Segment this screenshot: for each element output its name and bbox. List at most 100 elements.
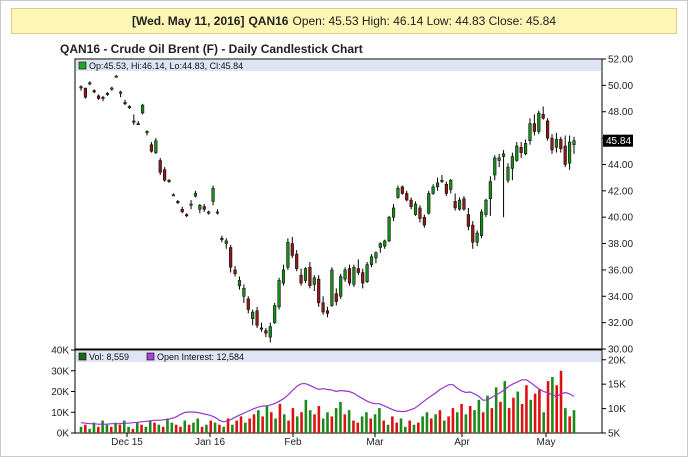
candle-body [290,243,294,256]
volume-bar [170,422,174,433]
candle-body [449,180,453,190]
candle-body [317,278,321,304]
candle-body [559,139,563,149]
candle-body [158,160,162,173]
volume-bar [321,418,325,433]
candle-body [211,187,215,202]
volume-axis-label: 10K [51,408,69,419]
volume-bar [451,408,455,433]
price-axis-label: 52.00 [608,55,633,66]
candle-body [568,141,572,164]
volume-bar [481,412,485,433]
candle-body [466,214,470,227]
volume-bar [438,410,442,433]
candle-body [127,106,131,109]
candle-body [396,187,400,198]
candle-body [207,211,211,214]
x-axis-label: Jan 16 [195,437,225,448]
candle-body [391,207,396,218]
volume-bar [378,408,381,433]
volume-bar [218,424,221,433]
volume-bar [291,408,295,433]
x-axis-label: Dec 15 [111,437,143,448]
candle-body [154,140,158,153]
volume-bar [248,418,251,433]
candle-body [431,186,435,194]
volume-bar [503,381,507,433]
volume-bar [442,420,446,433]
oi-axis-label: 15K [608,380,626,391]
volume-bar [109,426,113,433]
candle-body [387,216,391,242]
candle-body [519,147,523,153]
volume-bar [213,422,217,433]
candle-body [123,102,127,105]
candle-body [286,241,290,268]
volume-bar [118,424,122,433]
volume-bar [533,393,537,433]
candle-body [493,157,497,176]
volume-bar [326,412,329,433]
candle-body [193,193,198,197]
volume-bar [512,397,515,433]
volume-bar [135,422,139,433]
candle-body [572,140,576,145]
price-axis-label: 38.00 [608,239,633,250]
volume-bar [153,422,156,433]
volume-bar [356,422,360,433]
volume-bar [127,426,130,433]
volume-bar [200,426,204,433]
volume-bar [417,422,420,433]
x-axis-label: Feb [284,437,302,448]
volume-bar [105,424,109,433]
volume-bar [304,399,308,433]
volume-bar [187,424,191,433]
candle-body [374,252,378,259]
volume-bar [391,416,394,433]
volume-bar [114,422,117,433]
volume-bar [92,422,96,433]
candle-body [427,193,431,214]
volume-bar [447,416,450,433]
oi-axis-label: 20K [608,355,626,366]
candle-body [198,205,202,210]
volume-bar [205,424,208,433]
candle-body [149,144,153,152]
volume-bar [464,414,468,433]
candle-body [563,145,567,165]
candle-body [255,310,259,326]
volume-bar [564,408,567,433]
candle-body [510,156,514,169]
price-axis-label: 48.00 [608,107,633,118]
price-panel [74,58,603,350]
candle-body [233,269,237,275]
volume-legend-label: Vol: 8,559 [89,352,129,362]
volume-bar [429,418,433,433]
volume-bar [174,424,178,433]
candle-body [471,224,475,243]
candle-body [343,269,347,280]
volume-bar [148,420,152,433]
volume-bar [252,414,256,433]
candle-body [312,277,316,285]
volume-bar [494,387,498,433]
candle-body [273,305,277,323]
volume-bar [360,416,364,433]
candle-body [524,143,528,155]
candle-body [435,182,440,188]
last-price-label: 45.84 [606,136,631,147]
candle-body [92,90,96,93]
volume-bar [559,370,563,433]
candle-body [418,207,422,219]
candle-body [365,264,369,283]
candle-body [502,153,506,157]
price-axis-label: 40.00 [608,213,633,224]
candle-body [229,247,233,268]
oi-axis-label: 5K [608,429,621,440]
candle-body [497,157,501,161]
candle-body [352,267,356,285]
volume-bar [421,416,424,433]
volume-bar [546,381,550,433]
volume-bar [399,418,403,433]
candle-body [246,298,250,310]
